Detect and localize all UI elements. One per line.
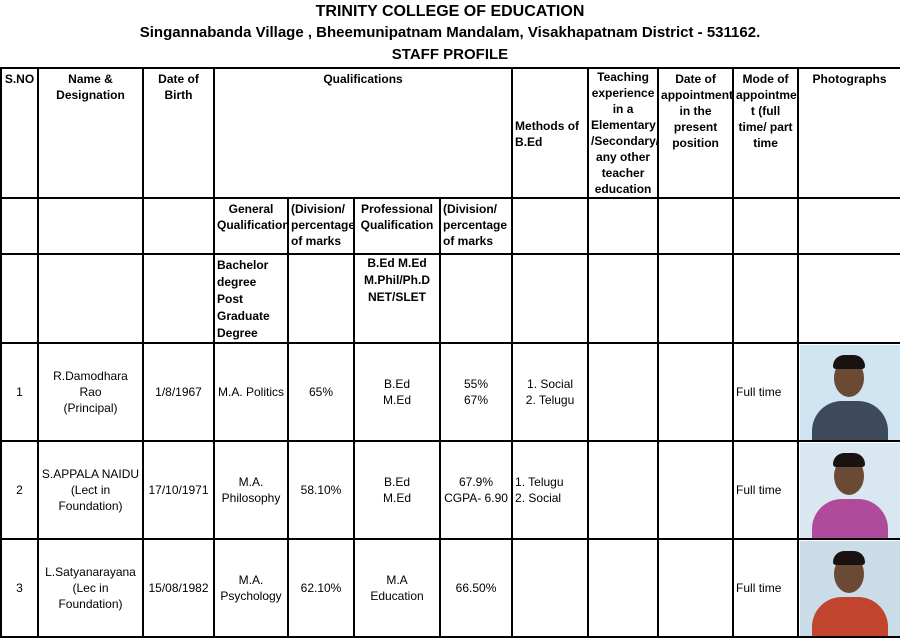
experience: [587, 440, 660, 540]
name-designation: R.Damodhara Rao (Principal): [37, 342, 144, 442]
name-designation: S.APPALA NAIDU (Lect in Foundation): [37, 440, 144, 540]
general-percentage: 58.10%: [287, 440, 355, 540]
sno: 3: [0, 538, 39, 638]
mode: Full time: [732, 538, 800, 638]
methods: 1. Social 2. Telugu: [511, 342, 590, 442]
general-percentage: 65%: [287, 342, 355, 442]
staff-name: L.Satyanarayana: [45, 565, 136, 579]
general-qualification: M.A. Philosophy: [213, 440, 289, 540]
date-appointment: [657, 440, 735, 540]
photograph: [797, 538, 900, 638]
dob: 1/8/1967: [142, 342, 215, 442]
table-row: 1 R.Damodhara Rao (Principal) 1/8/1967 M.…: [0, 342, 900, 442]
photograph: [797, 440, 900, 540]
photograph: [797, 342, 900, 442]
level-general: Bachelor degree Post Graduate Degree: [213, 253, 289, 344]
header-mode: Mode of appointmen t (full time/ part ti…: [732, 67, 800, 199]
experience: [587, 538, 660, 638]
header-date-appointment: Date of appointment in the present posit…: [657, 67, 735, 199]
subheader-general: General Qualification: [213, 197, 289, 255]
header-experience: Teaching experience in a Elementary /Sec…: [587, 67, 660, 199]
staff-photo: [800, 443, 900, 537]
table-row: 2 S.APPALA NAIDU (Lect in Foundation) 17/…: [0, 440, 900, 540]
page-subtitle: STAFF PROFILE: [391, 46, 509, 63]
subheader-professional-pct: (Division/ percentage of marks: [438, 197, 514, 255]
general-percentage: 62.10%: [287, 538, 355, 638]
header-sno: S.NO: [0, 67, 39, 199]
staff-name: S.APPALA NAIDU: [41, 467, 140, 481]
professional-percentage: 67.9% CGPA- 6.90: [438, 440, 514, 540]
dob: 15/08/1982: [142, 538, 215, 638]
general-qualification: M.A. Psychology: [213, 538, 289, 638]
mode: Full time: [732, 342, 800, 442]
professional-percentage: 66.50%: [438, 538, 514, 638]
staff-designation: (Principal): [63, 401, 118, 415]
general-qualification: M.A. Politics: [213, 342, 289, 442]
header-name: Name & Designation: [37, 67, 144, 199]
subheader-general-pct: (Division/ percentage of marks: [287, 197, 355, 255]
college-address: Singannabanda Village , Bheemunipatnam M…: [139, 24, 761, 41]
sno: 2: [0, 440, 39, 540]
table-row: 3 L.Satyanarayana (Lec in Foundation) 15/…: [0, 538, 900, 638]
mode: Full time: [732, 440, 800, 540]
college-title: TRINITY COLLEGE OF EDUCATION: [315, 3, 585, 20]
header-methods: Methods of B.Ed: [511, 67, 590, 199]
staff-photo: [800, 541, 900, 635]
methods: 1. Telugu 2. Social: [511, 440, 590, 540]
methods: [511, 538, 590, 638]
dob: 17/10/1971: [142, 440, 215, 540]
header-dob: Date of Birth: [142, 67, 215, 199]
date-appointment: [657, 538, 735, 638]
staff-profile-table: S.NO Name & Designation Date of Birth Qu…: [0, 67, 900, 638]
date-appointment: [657, 342, 735, 442]
professional-percentage: 55% 67%: [438, 342, 514, 442]
header-photographs: Photographs: [797, 67, 900, 199]
subheader-professional: Professional Qualification: [353, 197, 441, 255]
staff-designation: (Lect in Foundation): [58, 483, 123, 513]
name-designation: L.Satyanarayana (Lec in Foundation): [37, 538, 144, 638]
staff-name: R.Damodhara Rao: [53, 369, 128, 399]
staff-photo: [800, 345, 900, 439]
professional-qualification: M.A Education: [353, 538, 441, 638]
professional-qualification: B.Ed M.Ed: [353, 342, 441, 442]
experience: [587, 342, 660, 442]
level-professional: B.Ed M.Ed M.Phil/Ph.D NET/SLET: [353, 253, 441, 344]
sno: 1: [0, 342, 39, 442]
header-qualifications: Qualifications: [212, 67, 514, 199]
professional-qualification: B.Ed M.Ed: [353, 440, 441, 540]
staff-designation: (Lec in Foundation): [58, 581, 123, 611]
